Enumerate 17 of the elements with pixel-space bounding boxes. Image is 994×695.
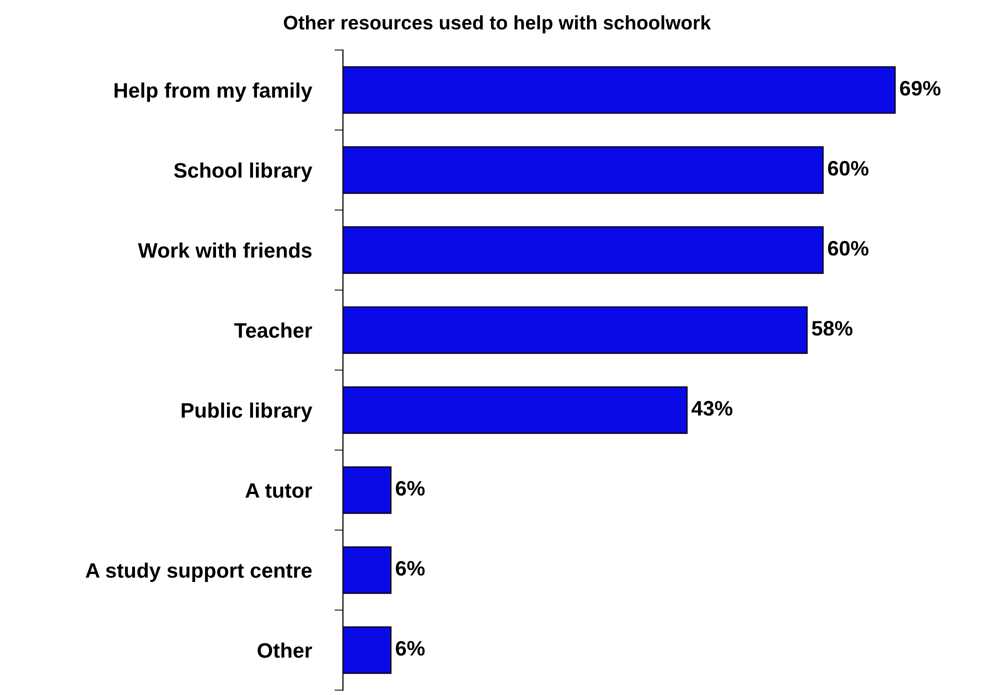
y-tick-label: Other	[258, 642, 312, 658]
y-tick-label: Work with friends	[138, 242, 312, 258]
y-tick-label: Help from my family	[114, 82, 312, 102]
data-label: 43%	[692, 400, 732, 416]
data-label: 58%	[812, 320, 852, 336]
chart-title: Other resources used to help with schoolwork	[284, 15, 711, 34]
y-tick-label: Public library	[182, 402, 312, 422]
y-tick-label: A study support centre	[86, 562, 312, 582]
y-tick-label: School library	[174, 162, 312, 182]
data-label: 60%	[828, 240, 868, 256]
data-label: 6%	[396, 480, 425, 496]
data-label: 60%	[828, 160, 868, 176]
data-label: 69%	[900, 80, 940, 96]
data-label: 6%	[396, 560, 425, 576]
y-tick-label: Teacher	[234, 322, 312, 338]
data-label: 6%	[396, 640, 425, 656]
y-tick-label: A tutor	[245, 483, 312, 498]
